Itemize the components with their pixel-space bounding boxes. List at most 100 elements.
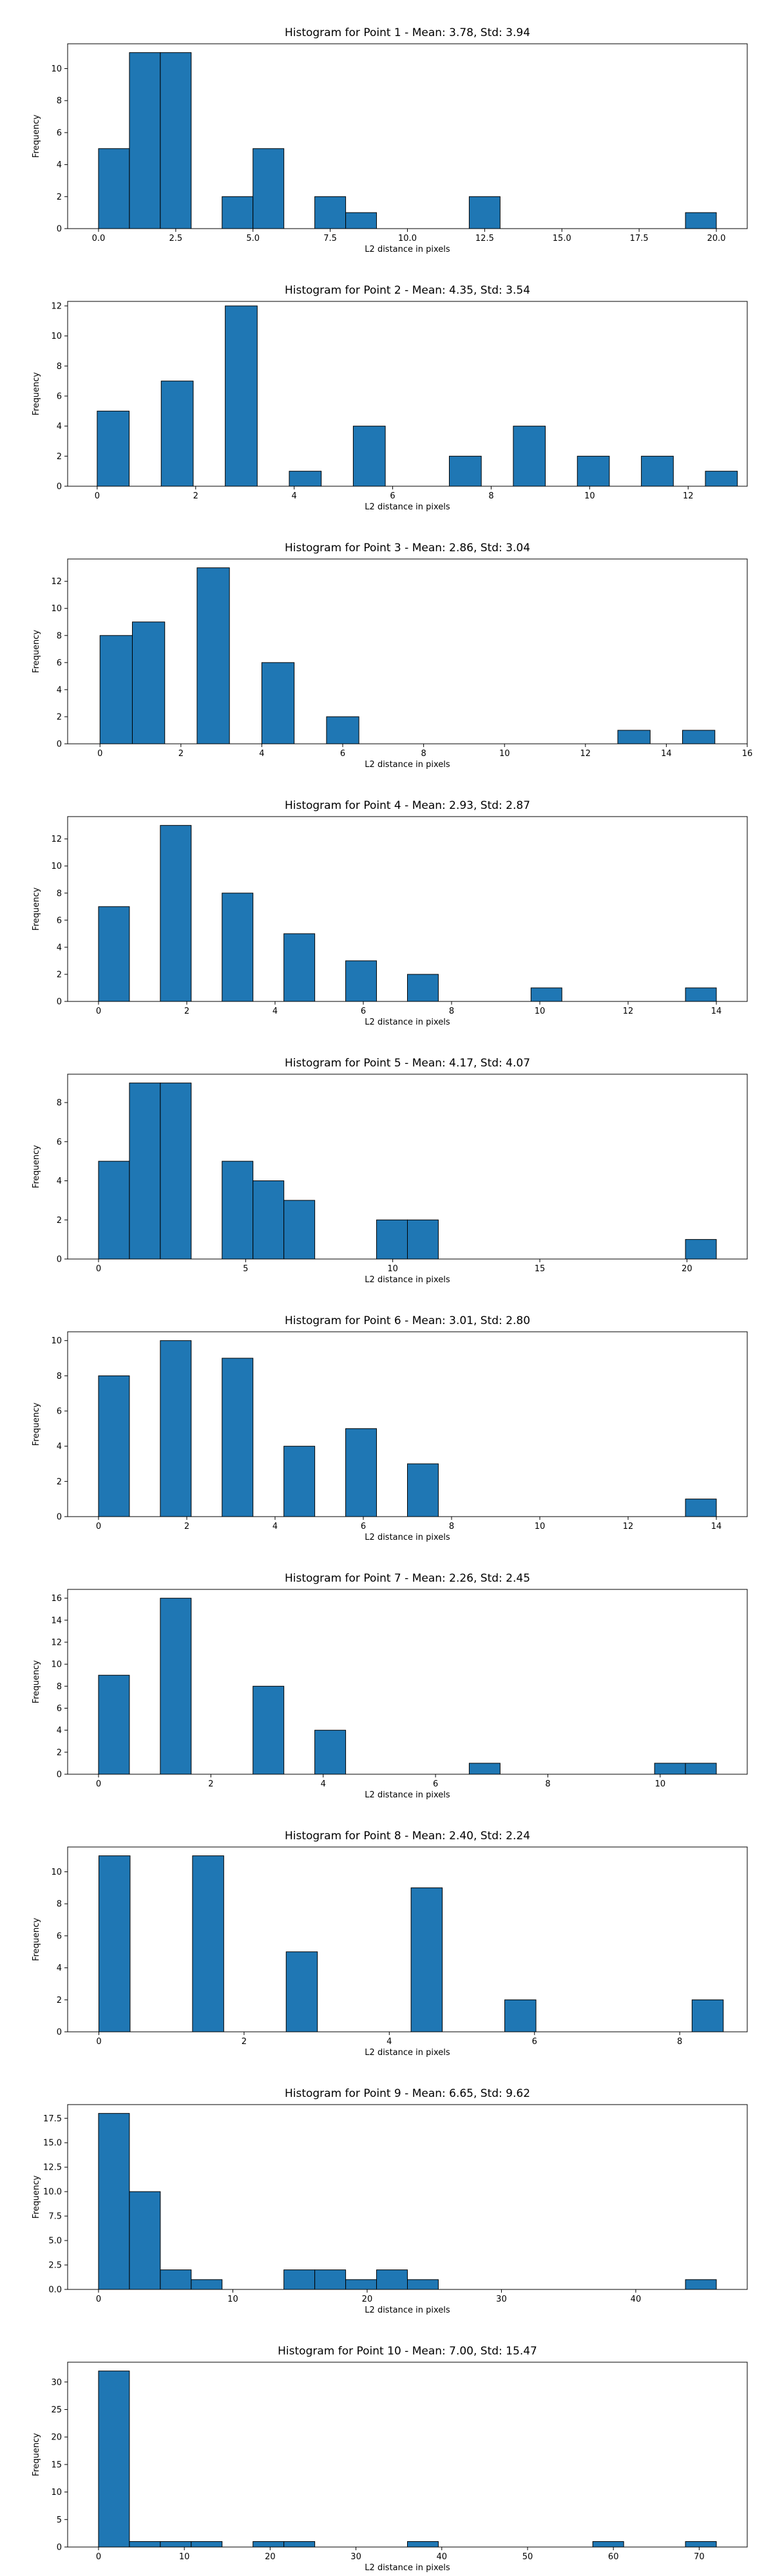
axes-frame <box>67 2362 748 2548</box>
y-axis-label: Frequency <box>32 372 41 415</box>
y-tick-label: 6 <box>57 916 62 925</box>
histogram-svg: Histogram for Point 2 - Mean: 4.35, Std:… <box>32 284 748 512</box>
x-tick-label: 2 <box>193 491 198 501</box>
x-tick-label: 20 <box>362 2295 373 2304</box>
histogram-bar <box>617 730 651 744</box>
histogram-bar <box>513 426 546 487</box>
x-axis-label: L2 distance in pixels <box>365 1790 450 1800</box>
histogram-bar <box>283 2269 316 2290</box>
histogram-bar <box>705 471 738 487</box>
y-tick-label: 25 <box>51 2405 62 2415</box>
histogram-bar <box>314 196 347 229</box>
y-tick-label: 6 <box>57 128 62 138</box>
y-tick-label: 0 <box>57 1770 62 1780</box>
x-tick-label: 2 <box>178 749 184 759</box>
x-tick-label: 6 <box>361 1522 366 1531</box>
x-tick-label: 0 <box>96 1264 101 1274</box>
y-tick-label: 2 <box>57 193 62 202</box>
x-tick-label: 2 <box>184 1007 189 1016</box>
histogram-panel-6: Histogram for Point 6 - Mean: 3.01, Std:… <box>0 1288 773 1543</box>
histogram-bar <box>222 893 254 1002</box>
x-tick-label: 4 <box>272 1522 278 1531</box>
y-axis-label: Frequency <box>32 630 41 673</box>
histogram-panel-9: Histogram for Point 9 - Mean: 6.65, Std:… <box>0 2061 773 2316</box>
y-tick-label: 7.5 <box>48 2212 62 2222</box>
histogram-bar <box>191 2279 223 2290</box>
axes-frame <box>67 1589 748 1775</box>
x-tick-label: 4 <box>386 2037 392 2047</box>
x-tick-label: 4 <box>321 1779 326 1789</box>
histogram-bar <box>160 1598 192 1775</box>
x-axis-label: L2 distance in pixels <box>365 1533 450 1542</box>
y-axis-label: Frequency <box>32 1403 41 1446</box>
histogram-bar <box>98 148 130 229</box>
y-tick-label: 6 <box>57 392 62 402</box>
x-tick-label: 14 <box>711 1522 722 1531</box>
x-tick-label: 8 <box>677 2037 682 2047</box>
histogram-bar <box>407 1463 439 1517</box>
y-tick-label: 0 <box>57 225 62 234</box>
histogram-bar <box>468 1763 501 1775</box>
chart-title: Histogram for Point 2 - Mean: 4.35, Std:… <box>285 284 530 297</box>
x-tick-label: 8 <box>449 1007 454 1016</box>
histogram-bar <box>577 455 610 487</box>
y-tick-label: 0.0 <box>48 2286 62 2295</box>
x-tick-label: 20 <box>682 1264 692 1274</box>
histogram-bar <box>682 730 716 744</box>
chart-title: Histogram for Point 1 - Mean: 3.78, Std:… <box>285 26 530 39</box>
x-tick-label: 17.5 <box>630 234 649 243</box>
histogram-bar <box>98 1674 130 1775</box>
histogram-bar <box>345 960 377 1002</box>
histogram-bar <box>592 2541 624 2548</box>
x-axis-label: L2 distance in pixels <box>365 1018 450 1027</box>
x-tick-label: 20 <box>265 2552 276 2562</box>
x-tick-label: 30 <box>350 2552 361 2562</box>
x-tick-label: 5 <box>243 1264 248 1274</box>
y-tick-label: 8 <box>57 362 62 372</box>
axes-frame <box>67 2104 748 2290</box>
histogram-bar <box>160 381 194 487</box>
histogram-bar <box>504 1999 537 2032</box>
histogram-bar <box>129 2191 161 2290</box>
x-tick-label: 5.0 <box>246 234 260 243</box>
histogram-svg: Histogram for Point 7 - Mean: 2.26, Std:… <box>32 1572 748 1800</box>
histogram-bar <box>129 2541 161 2548</box>
x-tick-label: 10 <box>535 1007 546 1016</box>
histogram-bar <box>685 1239 717 1260</box>
y-tick-label: 12.5 <box>43 2163 62 2173</box>
y-tick-label: 10.0 <box>43 2188 62 2197</box>
histogram-bar <box>160 825 192 1002</box>
x-axis-label: L2 distance in pixels <box>365 2306 450 2315</box>
y-tick-label: 5 <box>57 2515 62 2525</box>
histogram-bar <box>129 52 161 229</box>
histogram-bar <box>468 196 501 229</box>
y-tick-label: 4 <box>57 1964 62 1973</box>
y-tick-label: 2 <box>57 1477 62 1487</box>
histogram-bar <box>160 2541 192 2548</box>
y-tick-label: 2 <box>57 1996 62 2005</box>
y-tick-label: 12 <box>51 302 62 312</box>
y-tick-label: 6 <box>57 1137 62 1147</box>
histogram-bar <box>160 52 192 229</box>
y-tick-label: 12 <box>51 577 62 587</box>
y-tick-label: 0 <box>57 740 62 750</box>
histogram-bar <box>222 1160 254 1260</box>
x-tick-label: 10 <box>655 1779 666 1789</box>
y-tick-label: 10 <box>51 1868 62 1877</box>
histogram-bar <box>222 1358 254 1517</box>
x-tick-label: 14 <box>661 749 672 759</box>
histogram-bar <box>345 1428 377 1517</box>
x-tick-label: 6 <box>361 1007 366 1016</box>
x-tick-label: 2 <box>184 1522 189 1531</box>
y-tick-label: 12 <box>51 835 62 844</box>
x-tick-label: 8 <box>488 491 493 501</box>
histogram-panel-5: Histogram for Point 5 - Mean: 4.17, Std:… <box>0 1030 773 1285</box>
histogram-bar <box>191 2541 223 2548</box>
histogram-panel-2: Histogram for Point 2 - Mean: 4.35, Std:… <box>0 258 773 513</box>
y-tick-label: 10 <box>51 1660 62 1670</box>
x-tick-label: 4 <box>272 1007 278 1016</box>
x-tick-label: 0 <box>96 2552 101 2562</box>
histogram-svg: Histogram for Point 8 - Mean: 2.40, Std:… <box>32 1830 748 2058</box>
histogram-bar <box>253 1180 285 1260</box>
y-tick-label: 10 <box>51 1336 62 1346</box>
